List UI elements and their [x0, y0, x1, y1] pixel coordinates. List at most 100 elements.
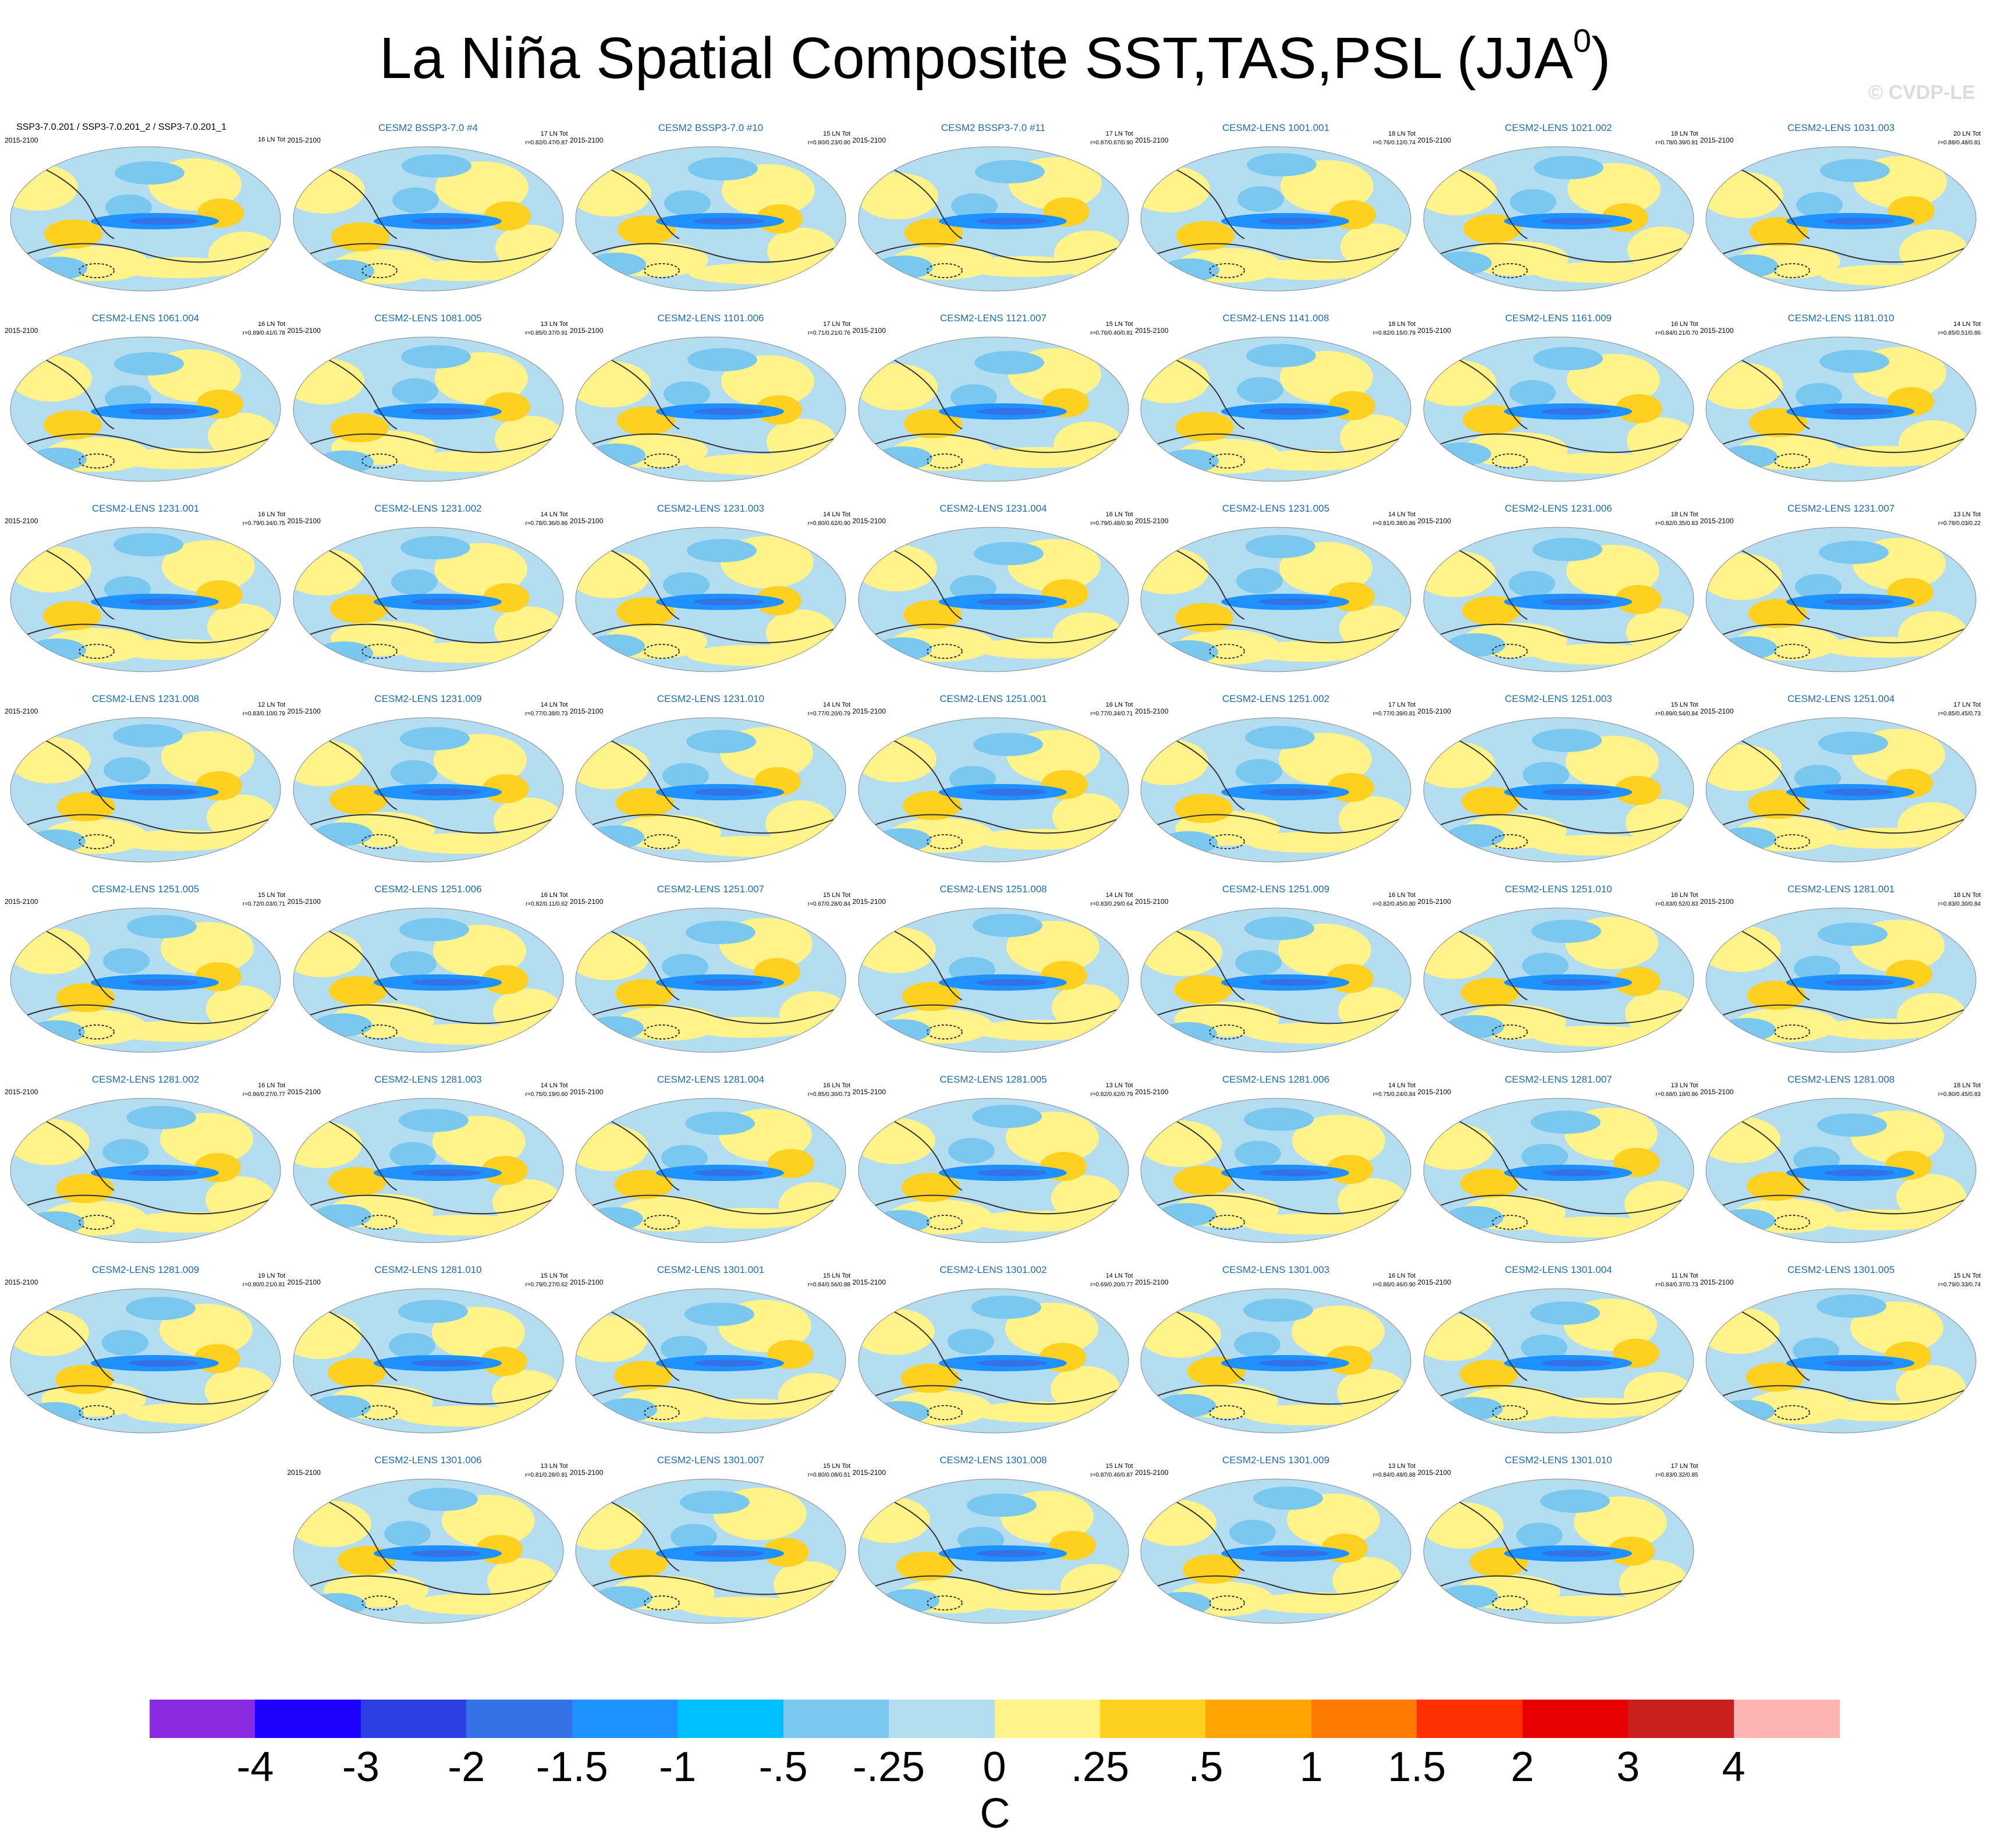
map-panel: SSP3-7.0.201 / SSP3-7.0.201_2 / SSP3-7.0… [5, 122, 286, 307]
panel-period: 2015-2100 [852, 1278, 886, 1286]
panel-period: 2015-2100 [1135, 898, 1169, 906]
colorbar-box [466, 1700, 573, 1738]
panel-ln-count: 16 LN Tot [1105, 701, 1133, 708]
map-ellipse [1423, 717, 1694, 863]
panel-ln-count: 16 LN Tot [1670, 321, 1698, 328]
panel-ln-count: 20 LN Tot [1953, 130, 1981, 137]
panel-ln-count: 14 LN Tot [823, 701, 850, 708]
panel-correlation: r=0.79/0.33/0.74 [1938, 1282, 1981, 1288]
map-panel: CESM2-LENS 1231.007 2015-2100 13 LN Tot r=0… [1700, 503, 1982, 688]
panel-correlation: r=0.79/0.48/0.90 [1090, 520, 1133, 527]
colorbar-tick-label: 1.5 [1388, 1744, 1446, 1790]
colorbar-tick-label: 3 [1616, 1744, 1640, 1790]
panel-correlation: r=0.89/0.41/0.78 [242, 330, 285, 336]
panel-title: CESM2 BSSP3-7.0 #4 [378, 122, 478, 133]
panel-title: CESM2-LENS 1231.008 [91, 693, 200, 704]
panel-period: 2015-2100 [287, 898, 321, 906]
panel-correlation: r=0.68/0.18/0.86 [1655, 1091, 1698, 1098]
map-panel: CESM2-LENS 1301.001 2015-2100 15 LN Tot r=0… [570, 1264, 852, 1449]
panel-title: CESM2-LENS 1251.010 [1505, 884, 1612, 895]
panel-title: CESM2-LENS 1281.002 [91, 1074, 200, 1085]
panel-correlation: r=0.72/0.03/0.71 [242, 901, 285, 907]
map-ellipse [10, 1098, 281, 1243]
map-panel: CESM2-LENS 1251.008 2015-2100 14 LN Tot r=0… [853, 884, 1134, 1069]
panel-period: 2015-2100 [1700, 517, 1734, 525]
panel-ln-count: 15 LN Tot [540, 1272, 568, 1279]
colorbar-tick-label: -.5 [758, 1744, 808, 1790]
colorbar-box [150, 1700, 256, 1738]
panel-period: 2015-2100 [1417, 1088, 1451, 1096]
map-ellipse [1140, 717, 1411, 863]
map-ellipse [1140, 146, 1411, 292]
panel-period: 2015-2100 [570, 517, 604, 525]
title-main: La Niña Spatial Composite SST,TAS,PSL (J… [379, 26, 1573, 91]
map-ellipse [575, 907, 846, 1053]
panel-ln-count: 14 LN Tot [540, 511, 568, 518]
panel-ln-count: 16 LN Tot [258, 136, 285, 143]
map-ellipse [1140, 1098, 1411, 1243]
colorbar-tick-label: -1 [659, 1744, 697, 1790]
panel-correlation: r=0.78/0.36/0.86 [525, 520, 568, 527]
panel-ln-count: 16 LN Tot [1105, 511, 1133, 518]
panel-title: CESM2-LENS 1001.001 [1222, 122, 1330, 133]
panel-correlation: r=0.78/0.03/0.22 [1938, 520, 1981, 527]
panel-correlation: r=0.76/0.12/0.74 [1372, 140, 1416, 146]
map-panel: CESM2-LENS 1281.001 2015-2100 18 LN Tot r=0… [1700, 884, 1982, 1069]
colorbar-box [889, 1700, 995, 1738]
panel-ln-count: 18 LN Tot [1388, 321, 1416, 328]
panel-ln-count: 11 LN Tot [1671, 1272, 1698, 1279]
colorbar-tick-label: -1.5 [535, 1744, 608, 1790]
map-ellipse [10, 717, 281, 863]
panel-title: CESM2-LENS 1281.009 [91, 1264, 200, 1275]
panel-ln-count: 17 LN Tot [1670, 1463, 1698, 1470]
panel-title: CESM2-LENS 1301.008 [939, 1455, 1047, 1466]
panel-title: CESM2-LENS 1301.004 [1505, 1264, 1612, 1275]
panel-period: 2015-2100 [1700, 1088, 1734, 1096]
panel-title: CESM2-LENS 1251.008 [939, 884, 1047, 895]
map-panel: CESM2-LENS 1231.006 2015-2100 18 LN Tot r=0… [1418, 503, 1700, 688]
panel-title: CESM2-LENS 1231.004 [939, 503, 1047, 514]
panel-correlation: r=0.75/0.19/0.60 [525, 1091, 568, 1098]
map-ellipse [858, 907, 1129, 1053]
panel-correlation: r=0.82/0.11/0.62 [526, 901, 568, 907]
colorbar-box [255, 1700, 361, 1738]
panel-correlation: r=0.80/0.23/0.80 [807, 140, 850, 146]
panel-correlation: r=0.77/0.20/0.79 [807, 711, 850, 717]
map-panel: CESM2-LENS 1251.003 2015-2100 15 LN Tot r=0… [1418, 693, 1700, 878]
panel-period: 2015-2100 [287, 327, 321, 335]
map-panel: CESM2-LENS 1021.002 2015-2100 18 LN Tot r=0… [1418, 122, 1700, 307]
map-ellipse [858, 717, 1129, 863]
panel-title: CESM2-LENS 1231.010 [657, 693, 765, 704]
panel-title: CESM2 BSSP3-7.0 #11 [941, 122, 1046, 133]
panel-correlation: r=0.67/0.28/0.84 [807, 901, 850, 907]
panel-correlation: r=0.82/0.35/0.83 [1655, 520, 1698, 527]
map-panel: CESM2-LENS 1281.002 2015-2100 16 LN Tot r=0… [5, 1074, 286, 1259]
panel-period: 2015-2100 [1135, 1469, 1169, 1477]
map-ellipse [1705, 1098, 1977, 1243]
panel-ln-count: 14 LN Tot [823, 511, 850, 518]
panel-ln-count: 16 LN Tot [1388, 892, 1416, 899]
panel-title: CESM2-LENS 1021.002 [1505, 122, 1612, 133]
map-panel: CESM2-LENS 1181.010 2015-2100 14 LN Tot r=0… [1700, 313, 1982, 498]
panel-ln-count: 15 LN Tot [823, 892, 850, 899]
panel-correlation: r=0.80/0.45/0.83 [1938, 1091, 1981, 1098]
panel-period: 2015-2100 [852, 898, 886, 906]
panel-title: CESM2-LENS 1301.003 [1222, 1264, 1330, 1275]
map-panel: CESM2-LENS 1231.002 2015-2100 14 LN Tot r=0… [288, 503, 569, 688]
panel-period: 2015-2100 [570, 136, 604, 144]
map-panel: CESM2-LENS 1281.010 2015-2100 15 LN Tot r=0… [288, 1264, 569, 1449]
map-ellipse [575, 1288, 846, 1434]
panel-title: CESM2-LENS 1281.004 [657, 1074, 765, 1085]
colorbar-box [360, 1700, 467, 1738]
colorbar-tick-label: 4 [1722, 1744, 1746, 1790]
map-panel: CESM2-LENS 1081.005 2015-2100 13 LN Tot r=0… [288, 313, 569, 498]
map-ellipse [1423, 527, 1694, 672]
map-ellipse [858, 1478, 1129, 1624]
panel-ln-count: 13 LN Tot [1670, 1082, 1698, 1089]
panel-ln-count: 15 LN Tot [1953, 1272, 1981, 1279]
panel-period: 2015-2100 [1135, 1088, 1169, 1096]
map-ellipse [1423, 907, 1694, 1053]
panel-title: CESM2-LENS 1281.007 [1505, 1074, 1612, 1085]
panel-correlation: r=0.83/0.32/0.85 [1655, 1472, 1698, 1478]
panel-correlation: r=0.83/0.52/0.83 [1655, 901, 1698, 907]
